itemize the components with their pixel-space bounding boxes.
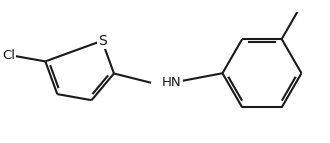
Text: S: S — [98, 34, 106, 48]
Text: Cl: Cl — [2, 49, 15, 62]
Text: HN: HN — [162, 76, 182, 89]
